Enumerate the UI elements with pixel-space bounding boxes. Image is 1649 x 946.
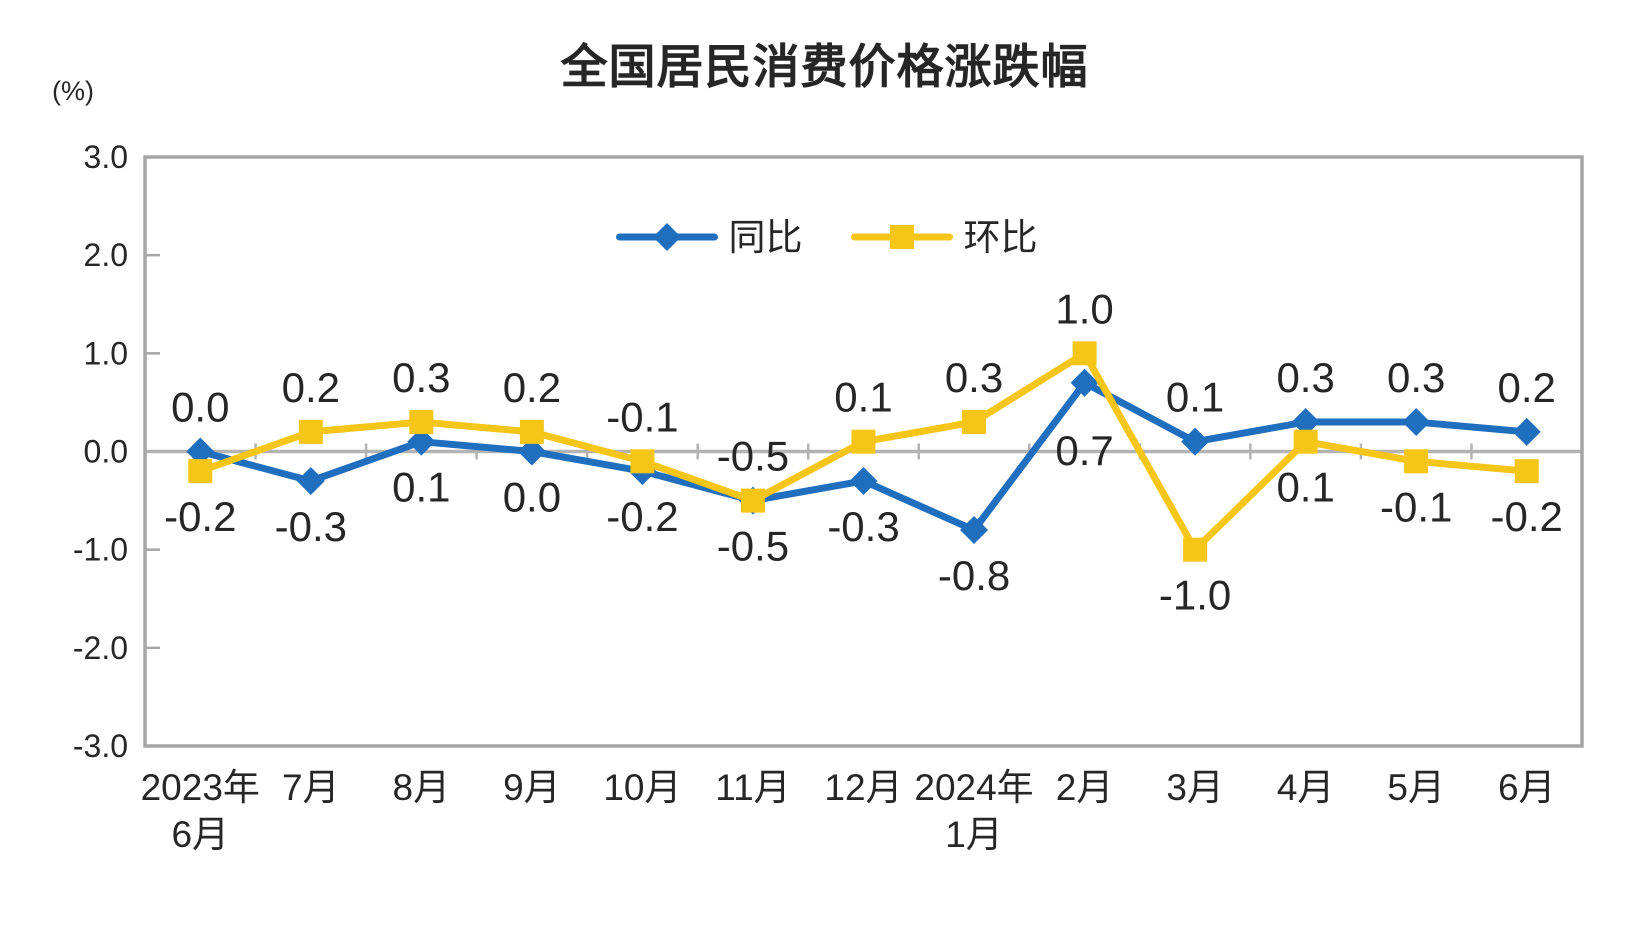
data-label-mom-10: 0.1 [1276,464,1334,511]
data-label-yoy-8: 0.7 [1055,427,1113,474]
legend-label-yoy: 同比 [729,217,803,258]
marker-yoy-7 [960,516,989,545]
marker-yoy-3 [517,437,546,466]
marker-yoy-2 [407,427,436,456]
data-label-mom-11: -0.1 [1380,483,1452,530]
marker-mom-11 [1404,449,1429,474]
marker-mom-3 [519,419,544,444]
y-axis-tick-label: -1.0 [73,532,128,568]
y-axis-tick-label: 3.0 [84,139,128,175]
data-label-yoy-11: 0.3 [1387,354,1445,401]
marker-mom-0 [188,459,213,484]
data-label-mom-6: 0.1 [834,374,892,421]
x-axis-tick-label: 1月 [945,814,1003,855]
marker-mom-10 [1293,429,1318,454]
marker-mom-4 [630,449,655,474]
y-axis-tick-label: 1.0 [84,335,128,371]
x-axis-tick-label: 2023年 [141,767,260,808]
marker-mom-1 [298,419,323,444]
data-label-mom-3: 0.2 [503,364,561,411]
x-axis-tick-label: 3月 [1166,767,1224,808]
y-axis-tick-label: -3.0 [73,728,128,764]
marker-yoy-9 [1181,427,1210,456]
data-label-mom-9: -1.0 [1159,572,1231,619]
y-axis-unit-label: (%) [52,76,94,106]
x-axis-tick-label: 4月 [1277,767,1335,808]
data-label-yoy-6: -0.3 [827,503,899,550]
chart-title: 全国居民消费价格涨跌幅 [560,40,1089,93]
y-axis-tick-label: -2.0 [73,630,128,666]
marker-yoy-8 [1070,368,1099,397]
data-label-yoy-12: 0.2 [1498,364,1556,411]
data-label-yoy-9: 0.1 [1166,374,1224,421]
data-label-mom-1: 0.2 [282,364,340,411]
marker-yoy-0 [186,437,215,466]
legend-diamond-marker-icon [653,223,681,251]
data-label-mom-7: 0.3 [945,354,1003,401]
x-axis-tick-label: 7月 [282,767,340,808]
x-axis-tick-label: 2024年 [914,767,1033,808]
y-axis-tick-label: 2.0 [84,237,128,273]
marker-yoy-10 [1291,408,1320,437]
legend-square-marker-icon [890,225,914,249]
data-label-mom-8: 1.0 [1055,285,1113,332]
x-axis-tick-label: 10月 [603,767,681,808]
x-axis-tick-label: 5月 [1387,767,1445,808]
marker-mom-6 [851,429,876,454]
legend-label-mom: 环比 [964,217,1038,258]
x-axis-tick-label: 8月 [393,767,451,808]
data-label-yoy-1: -0.3 [275,503,347,550]
x-axis-tick-label: 12月 [824,767,902,808]
marker-mom-2 [409,410,434,435]
marker-mom-7 [962,410,987,435]
marker-yoy-12 [1512,417,1541,446]
y-axis-tick-label: 0.0 [84,434,128,470]
data-label-yoy-7: -0.8 [938,552,1010,599]
data-label-yoy-3: 0.0 [503,474,561,521]
marker-mom-12 [1514,459,1539,484]
data-label-yoy-4: -0.2 [606,493,678,540]
data-label-yoy-2: 0.1 [392,464,450,511]
data-label-mom-5: -0.5 [717,433,789,480]
x-axis-tick-label: 6月 [171,814,229,855]
data-label-yoy-5: -0.5 [717,523,789,570]
marker-yoy-6 [849,466,878,495]
x-axis-tick-label: 9月 [503,767,561,808]
x-axis-tick-label: 2月 [1056,767,1114,808]
plot-border [143,155,1584,748]
data-label-mom-0: -0.2 [164,493,236,540]
x-axis-tick-label: 6月 [1498,767,1556,808]
data-label-yoy-10: 0.3 [1276,354,1334,401]
data-label-yoy-0: 0.0 [171,384,229,431]
data-label-mom-2: 0.3 [392,354,450,401]
marker-mom-5 [740,488,765,513]
data-label-mom-4: -0.1 [606,393,678,440]
x-axis-tick-label: 11月 [715,767,790,808]
marker-yoy-1 [296,466,325,495]
marker-mom-8 [1072,341,1097,366]
marker-mom-9 [1183,537,1208,562]
data-label-mom-12: -0.2 [1491,493,1563,540]
marker-yoy-11 [1402,408,1431,437]
